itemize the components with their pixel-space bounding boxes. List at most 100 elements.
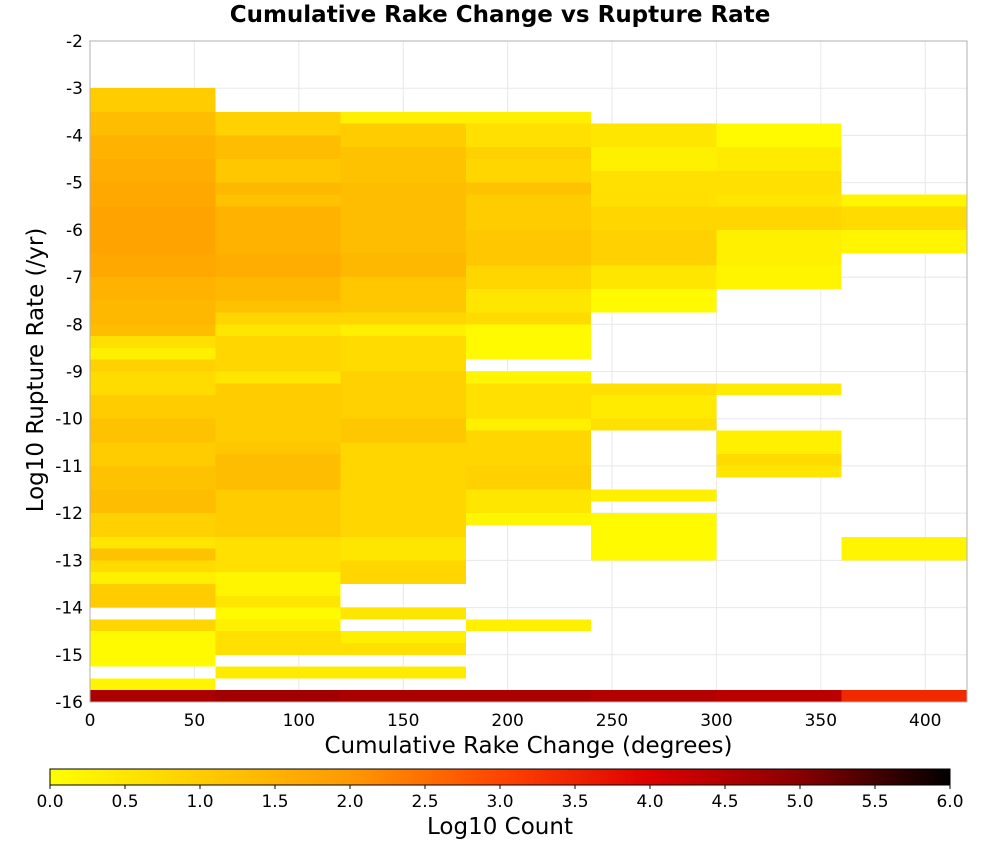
y-tick-label: -14 bbox=[55, 599, 83, 619]
heatmap-cell bbox=[340, 123, 466, 148]
heatmap-cell bbox=[340, 324, 466, 337]
heatmap-cell bbox=[90, 631, 216, 667]
heatmap-cell-bottom bbox=[465, 690, 592, 702]
heatmap-cell bbox=[465, 182, 592, 195]
heatmap-cell-bottom bbox=[716, 690, 842, 702]
heatmap-cell bbox=[591, 395, 717, 419]
heatmap-cell bbox=[465, 147, 592, 160]
heatmap-cell-bottom bbox=[340, 690, 466, 702]
heatmap-cells bbox=[90, 88, 967, 702]
y-tick-label: -13 bbox=[55, 551, 83, 571]
colorbar-tick-label: 3.0 bbox=[486, 792, 513, 812]
y-tick-label: -3 bbox=[66, 79, 83, 99]
heatmap-cell bbox=[340, 607, 466, 620]
heatmap-cell bbox=[716, 170, 842, 195]
heatmap-cell bbox=[465, 418, 592, 431]
heatmap-cell bbox=[340, 277, 466, 313]
colorbar-tick-label: 1.0 bbox=[186, 792, 213, 812]
heatmap-cell bbox=[90, 359, 216, 372]
heatmap-cell bbox=[465, 489, 592, 514]
colorbar-tick-label: 3.5 bbox=[561, 792, 588, 812]
heatmap-cell bbox=[90, 395, 216, 419]
heatmap-cell bbox=[215, 454, 341, 490]
heatmap-cell bbox=[90, 159, 216, 183]
heatmap-cell bbox=[591, 418, 717, 431]
heatmap-cell bbox=[90, 548, 216, 561]
heatmap-cell bbox=[90, 536, 216, 549]
heatmap-cell bbox=[841, 229, 967, 254]
colorbar-tick-label: 6.0 bbox=[936, 792, 963, 812]
plot-frame bbox=[89, 40, 968, 703]
heatmap-cell bbox=[340, 642, 466, 655]
heatmap-cell bbox=[716, 194, 842, 207]
heatmap-cell bbox=[90, 206, 216, 254]
x-tick-label: 0 bbox=[85, 711, 96, 731]
chart-title: Cumulative Rake Change vs Rupture Rate bbox=[229, 2, 771, 28]
heatmap-cell bbox=[716, 123, 842, 148]
heatmap-cell bbox=[90, 347, 216, 360]
heatmap-cell bbox=[215, 371, 341, 384]
x-tick-label: 400 bbox=[909, 711, 941, 731]
colorbar-tick-label: 5.0 bbox=[786, 792, 813, 812]
x-tick-label: 100 bbox=[283, 711, 315, 731]
y-axis-label: Log10 Rupture Rate (/yr) bbox=[23, 227, 49, 513]
x-tick-label: 150 bbox=[387, 711, 419, 731]
heatmap-cell bbox=[716, 383, 842, 396]
y-tick-label: -16 bbox=[55, 693, 83, 713]
x-axis-ticks: 0 50 100 150 200 250 300 350 400 bbox=[85, 711, 942, 731]
heatmap-cell-bottom bbox=[215, 690, 341, 702]
heatmap-cell bbox=[90, 465, 216, 490]
heatmap-cell-bottom bbox=[841, 690, 967, 702]
heatmap-cell bbox=[90, 418, 216, 443]
heatmap-cell bbox=[465, 465, 592, 490]
heatmap-cell bbox=[591, 206, 717, 230]
heatmap-cell bbox=[465, 383, 592, 419]
heatmap-cell bbox=[465, 371, 592, 384]
heatmap-cell bbox=[716, 465, 842, 478]
heatmap-cell bbox=[465, 288, 592, 313]
heatmap-cell bbox=[340, 442, 466, 537]
heatmap-cell bbox=[215, 159, 341, 183]
heatmap-cell bbox=[90, 489, 216, 514]
heatmap-cell bbox=[340, 147, 466, 183]
heatmap-cell bbox=[591, 513, 717, 561]
x-tick-label: 50 bbox=[184, 711, 206, 731]
y-tick-label: -12 bbox=[55, 504, 83, 524]
y-tick-label: -9 bbox=[66, 363, 83, 383]
heatmap-cell bbox=[340, 631, 466, 643]
y-tick-label: -5 bbox=[66, 174, 83, 194]
heatmap-cell bbox=[716, 265, 842, 289]
heatmap-cell bbox=[215, 631, 341, 655]
heatmap-cell bbox=[841, 206, 967, 230]
heatmap-cell bbox=[215, 300, 341, 313]
heatmap-cell bbox=[90, 253, 216, 278]
y-tick-label: -7 bbox=[66, 268, 83, 288]
x-tick-label: 250 bbox=[596, 711, 628, 731]
heatmap-cell bbox=[215, 312, 341, 325]
heatmap-cell bbox=[841, 536, 967, 561]
heatmap-cell bbox=[215, 489, 341, 537]
y-tick-label: -6 bbox=[66, 221, 83, 241]
heatmap-cell bbox=[716, 454, 842, 466]
heatmap-cell bbox=[215, 206, 341, 230]
heatmap-cell bbox=[340, 371, 466, 419]
colorbar-tick-label: 4.0 bbox=[636, 792, 663, 812]
x-tick-label: 200 bbox=[491, 711, 523, 731]
heatmap-cell bbox=[215, 607, 341, 620]
heatmap-cell bbox=[215, 229, 341, 254]
colorbar bbox=[49, 768, 951, 786]
colorbar-ticks: 0.0 0.5 1.0 1.5 2.0 2.5 3.0 3.5 4.0 4.5 5.0 5.5 6.0 bbox=[36, 785, 964, 812]
heatmap-cell bbox=[465, 229, 592, 266]
heatmap-cell bbox=[215, 572, 341, 596]
heatmap-cell bbox=[90, 572, 216, 584]
heatmap-cell bbox=[591, 489, 717, 502]
colorbar-tick-label: 4.5 bbox=[711, 792, 738, 812]
heatmap-cell bbox=[215, 182, 341, 195]
x-tick-label: 350 bbox=[805, 711, 837, 731]
heatmap-cell bbox=[90, 111, 216, 136]
heatmap-cell bbox=[90, 560, 216, 573]
heatmap-cell bbox=[340, 182, 466, 254]
heatmap-cell bbox=[90, 135, 216, 160]
heatmap-cell bbox=[465, 619, 592, 632]
